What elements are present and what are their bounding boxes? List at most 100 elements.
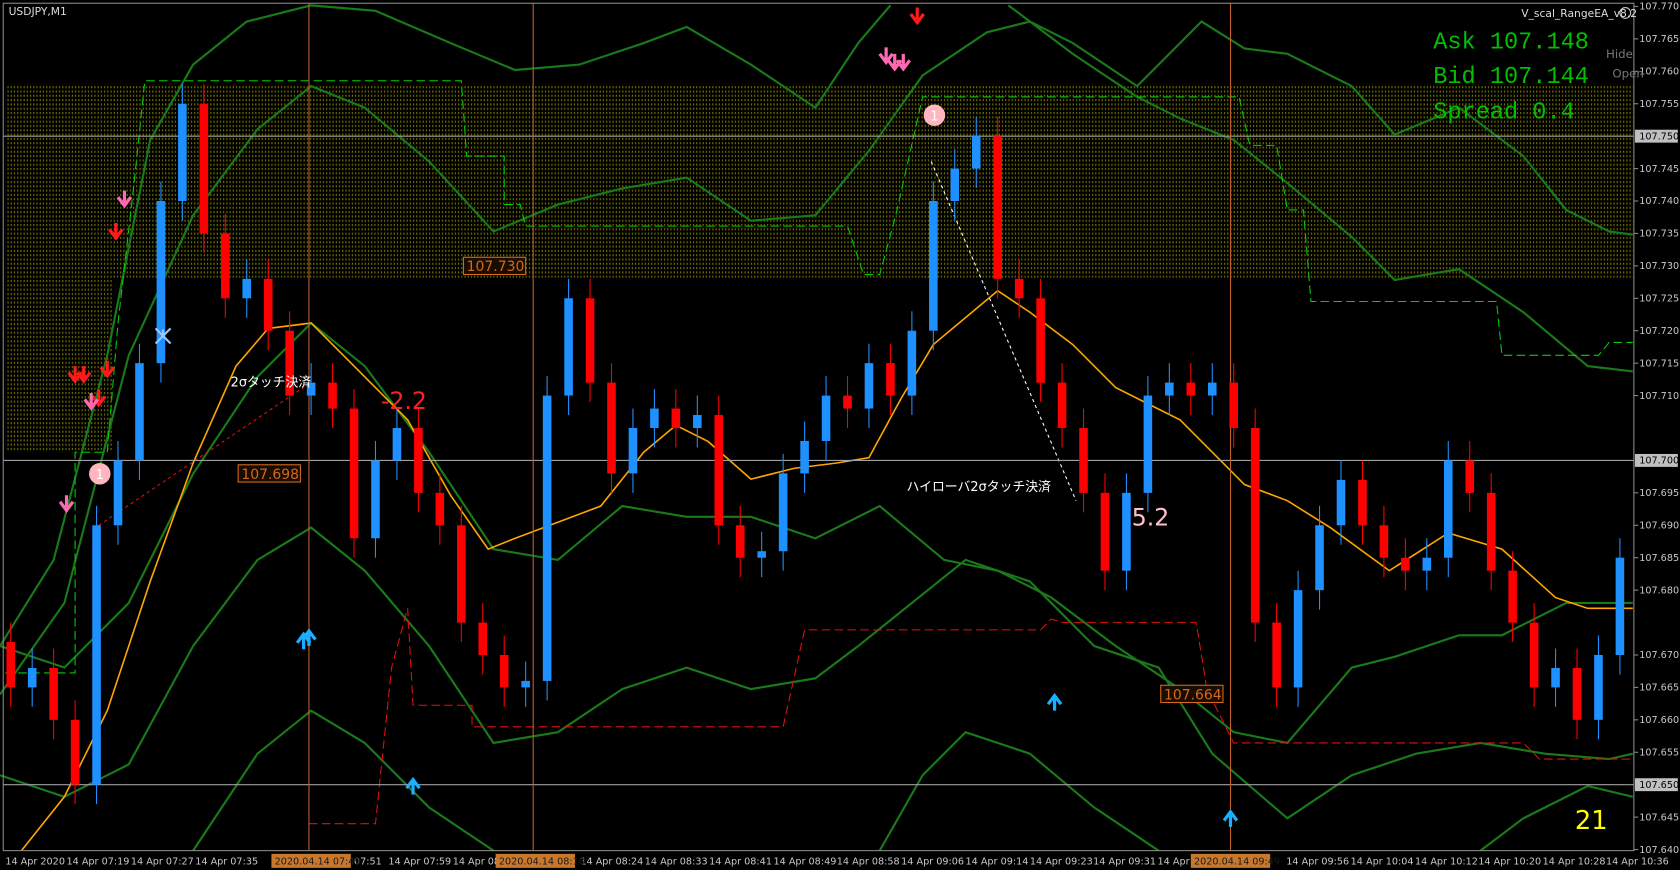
candle-body <box>6 642 16 688</box>
x-tick-label: 14 Apr 09:31 <box>1093 857 1156 868</box>
candle-body <box>971 136 981 169</box>
sell-arrow <box>83 393 99 411</box>
x-tick-label: 14 Apr 07:35 <box>195 857 258 868</box>
candle-body <box>1079 428 1088 493</box>
y-tick-label: 107.670 <box>1639 650 1679 661</box>
y-tick-label: 107.710 <box>1639 391 1679 402</box>
candle-body <box>1143 395 1153 493</box>
candle-body <box>1486 492 1496 571</box>
x-tick-label: 14 Apr 2020 <box>5 857 65 868</box>
x-tick-label: 14 Apr 07:19 <box>67 857 130 868</box>
candle-body <box>49 667 58 720</box>
candle-body <box>1250 428 1260 623</box>
candle-body <box>1186 382 1196 396</box>
candle-body <box>542 395 552 681</box>
candle-body <box>1572 667 1582 720</box>
y-tick-label: 107.745 <box>1639 164 1679 175</box>
symbol: USDJPY,M1 <box>9 5 67 18</box>
candle-body <box>1014 278 1024 299</box>
y-tick-label: 107.770 <box>1639 2 1679 13</box>
candle-body <box>521 680 530 688</box>
candles <box>6 84 1625 805</box>
candle-body <box>671 408 681 429</box>
bid: Bid 107.144 <box>1433 64 1589 91</box>
levels: 107.770 107.765 107.760 107.755 107.745 107.7… <box>3 2 1679 856</box>
candle-body <box>1443 460 1453 558</box>
time-marker-label: 2020.04.14 09:49 <box>1194 857 1280 868</box>
candle-body <box>1594 654 1603 720</box>
candle-body <box>714 415 724 526</box>
sell-arrow <box>878 47 894 66</box>
x-tick-label: 14 Apr 08:33 <box>645 857 708 868</box>
candle-body <box>1293 590 1303 688</box>
candle-body <box>457 525 466 623</box>
price-label: 107.730 <box>467 259 525 275</box>
candle-body <box>650 408 659 429</box>
candle-body <box>371 460 380 539</box>
y-tick-label: 107.725 <box>1639 294 1679 305</box>
y-tick-label: 107.720 <box>1639 326 1679 337</box>
sell-arrow <box>90 389 107 408</box>
candle-body <box>113 460 123 526</box>
price-label-box <box>237 464 301 483</box>
trade-marker-label: 1 <box>96 468 104 483</box>
candle-body <box>1422 557 1432 571</box>
candle-body <box>1272 622 1281 688</box>
open-button[interactable]: Open <box>1612 67 1644 81</box>
candle-body <box>1336 479 1346 526</box>
hide-button[interactable]: Hide <box>1606 47 1633 61</box>
trade-marker: 1 <box>923 104 946 126</box>
candle-body <box>92 525 101 785</box>
x-tick-label: 07:51 <box>354 857 382 868</box>
y-tick-label: 107.685 <box>1639 553 1679 564</box>
candle-body <box>693 415 702 429</box>
candle-body <box>328 382 337 409</box>
candle-body <box>1379 525 1389 558</box>
y-tick-label: 107.660 <box>1639 715 1679 726</box>
buy-arrow <box>1222 809 1239 827</box>
candle-body <box>70 719 80 785</box>
level-box <box>1634 129 1678 143</box>
candle-body <box>178 103 187 202</box>
candle-body <box>199 103 209 234</box>
y-tick-label: 107.680 <box>1639 585 1679 596</box>
y-tick-label: 107.735 <box>1639 229 1679 240</box>
candle-body <box>757 551 766 558</box>
candle-body <box>1057 382 1067 429</box>
price-label: 107.698 <box>241 467 299 483</box>
buy-arrow <box>405 776 421 795</box>
candle-body <box>1358 479 1367 526</box>
x-tick-label: 14 Apr 10:28 <box>1543 857 1606 868</box>
candle-body <box>735 525 745 558</box>
y-tick-label: 107.765 <box>1639 34 1679 45</box>
candle-body <box>392 428 402 461</box>
x-tick-label: 14 Apr 09:56 <box>1286 857 1349 868</box>
x-tick-label: 14 Apr 08 <box>453 857 500 868</box>
sell-arrow <box>909 7 925 26</box>
candle-body <box>843 395 852 409</box>
candle-body <box>1551 667 1560 688</box>
sell-arrow <box>108 222 124 241</box>
candle-body <box>1615 557 1625 655</box>
time-marker-label: 2020.04.14 08:18 <box>499 857 585 868</box>
candle-body <box>950 168 960 202</box>
candle-body <box>263 278 273 331</box>
candle-body <box>821 395 831 441</box>
level-label: 107.750 <box>1639 131 1679 142</box>
candle-body <box>1207 382 1217 396</box>
candle-body <box>1036 298 1045 383</box>
annotation: 2σタッチ決済 <box>231 375 312 391</box>
candle-body <box>585 298 595 383</box>
sell-arrow <box>75 366 92 384</box>
y-tick-label: 107.690 <box>1639 520 1679 531</box>
y-tick-label: 107.645 <box>1639 812 1679 823</box>
level-label: 107.650 <box>1639 780 1679 791</box>
x-tick-label: 14 Apr 09:06 <box>901 857 964 868</box>
candle-body <box>1465 460 1475 493</box>
x-tick-label: 14 Apr 08:41 <box>709 857 772 868</box>
time-marker-box <box>495 853 576 868</box>
candle-body <box>1529 622 1539 688</box>
candle-body <box>800 440 809 474</box>
sell-arrow <box>895 53 912 72</box>
pips: 5.2 <box>1132 503 1170 531</box>
